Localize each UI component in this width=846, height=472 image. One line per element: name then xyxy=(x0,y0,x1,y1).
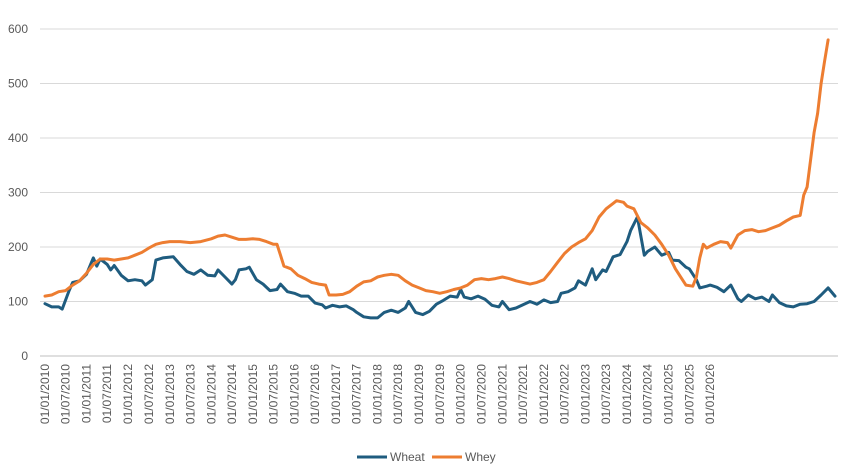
series-line-wheat xyxy=(43,215,837,320)
x-tick-label: 01/01/2021 xyxy=(495,364,509,424)
x-tick-label: 01/07/2021 xyxy=(516,364,530,424)
y-axis-tick-labels: 0 100 200 300 400 500 600 xyxy=(8,22,28,363)
gridlines xyxy=(40,28,838,302)
x-tick-label: 01/01/2017 xyxy=(329,364,343,424)
y-tick-label: 200 xyxy=(8,240,28,254)
x-tick-label: 01/01/2020 xyxy=(454,364,468,424)
x-tick-label: 01/01/2011 xyxy=(80,364,94,423)
x-tick-label: 01/01/2015 xyxy=(246,364,260,424)
x-tick-label: 01/01/2014 xyxy=(204,364,218,424)
x-tick-label: 01/01/2016 xyxy=(287,364,301,424)
x-tick-label: 01/07/2023 xyxy=(599,364,613,424)
x-tick-label: 01/01/2018 xyxy=(371,364,385,424)
y-tick-label: 600 xyxy=(8,22,28,36)
legend-label-wheat: Wheat xyxy=(390,450,425,464)
x-tick-label: 01/07/2025 xyxy=(682,364,696,424)
x-tick-label: 01/07/2019 xyxy=(433,364,447,424)
x-tick-label: 01/01/2012 xyxy=(121,364,135,424)
y-tick-label: 500 xyxy=(8,77,28,91)
x-tick-label: 01/01/2010 xyxy=(38,364,52,424)
x-tick-label: 01/07/2017 xyxy=(350,364,364,424)
x-tick-label: 01/01/2023 xyxy=(578,364,592,424)
x-tick-label: 01/07/2012 xyxy=(142,364,156,424)
y-tick-label: 100 xyxy=(8,295,28,309)
x-tick-label: 01/01/2013 xyxy=(163,364,177,424)
series-lines xyxy=(43,38,837,320)
x-tick-label: 01/07/2011 xyxy=(100,364,114,423)
x-tick-label: 01/07/2018 xyxy=(391,364,405,424)
x-tick-label: 01/01/2022 xyxy=(537,364,551,424)
x-tick-label: 01/07/2020 xyxy=(474,364,488,424)
legend-item-whey: Whey xyxy=(432,450,496,464)
legend-item-wheat: Wheat xyxy=(357,450,425,464)
x-tick-label: 01/07/2015 xyxy=(266,364,280,424)
y-tick-label: 300 xyxy=(8,186,28,200)
x-tick-label: 01/07/2010 xyxy=(59,364,73,424)
y-tick-label: 400 xyxy=(8,131,28,145)
x-tick-label: 01/07/2014 xyxy=(225,364,239,424)
x-tick-label: 01/01/2026 xyxy=(703,364,717,424)
x-tick-label: 01/07/2022 xyxy=(558,364,572,424)
x-tick-label: 01/01/2025 xyxy=(662,364,676,424)
legend-label-whey: Whey xyxy=(465,450,496,464)
y-tick-label: 0 xyxy=(21,349,28,363)
series-line-whey xyxy=(43,38,830,298)
x-tick-label: 01/07/2024 xyxy=(641,364,655,424)
x-tick-label: 01/01/2019 xyxy=(412,364,426,424)
x-tick-label: 01/01/2024 xyxy=(620,364,634,424)
legend: Wheat Whey xyxy=(357,450,496,464)
x-tick-label: 01/07/2016 xyxy=(308,364,322,424)
x-tick-label: 01/07/2013 xyxy=(183,364,197,424)
x-axis-tick-labels: 01/01/2010 01/07/2010 01/01/2011 01/07/2011… xyxy=(38,364,717,424)
